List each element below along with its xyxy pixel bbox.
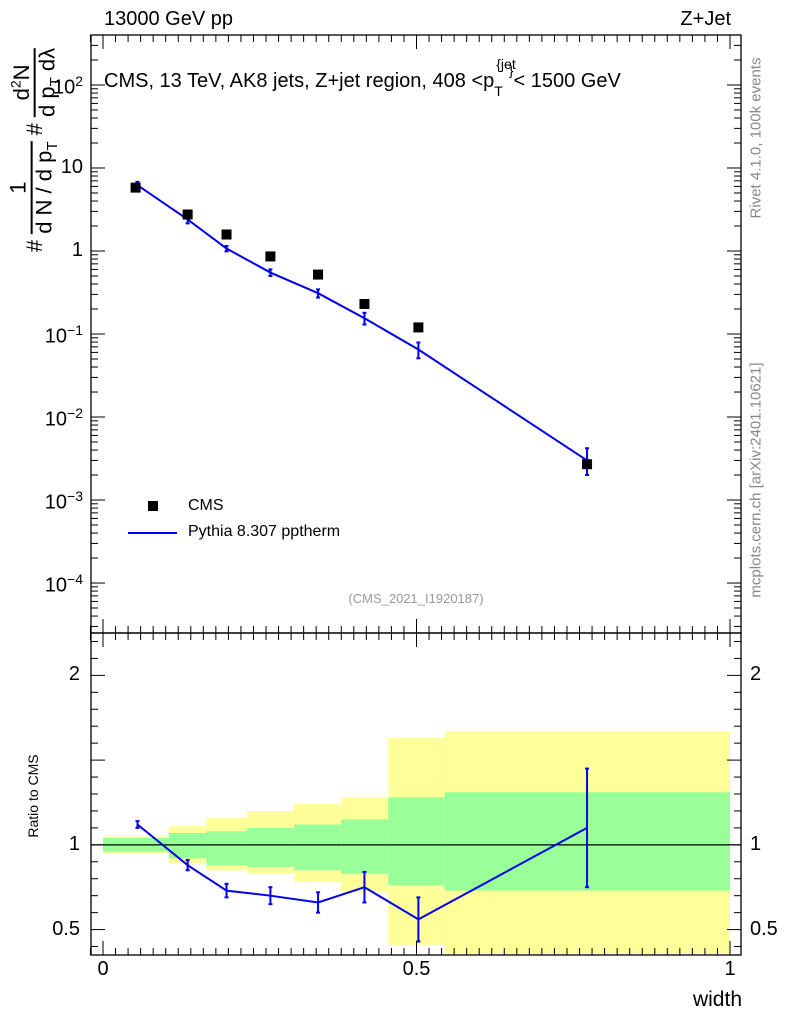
green-band-bin [206, 831, 248, 866]
ratio-y-tick-label-right: 1 [750, 832, 762, 855]
legend [128, 501, 177, 534]
ratio-y-tick-label-left: 0.5 [52, 917, 80, 940]
header-left: 13000 GeV pp [104, 8, 233, 30]
ratio-y-tick-label-right: 0.5 [750, 917, 778, 940]
x-tick-label: 1 [724, 958, 736, 980]
top-frame [90, 34, 742, 634]
y-tick-label-base: 10 [44, 574, 68, 597]
cms-data-point [313, 269, 324, 280]
y-tick-label: 102 [53, 73, 83, 100]
y-tick-label-base: 1 [71, 238, 83, 261]
top-panel-ticks [89, 34, 741, 633]
top-panel-frame [90, 34, 742, 634]
green-band-bin [247, 827, 295, 867]
green-band-bin [341, 819, 389, 874]
ratio-line [136, 823, 588, 921]
cms-data-point [182, 209, 193, 220]
cms-data-point [130, 182, 141, 193]
ratio-panel-ticks [89, 633, 741, 955]
ratio-y-tick-label-left: 1 [68, 832, 80, 855]
y-tick-label-exp: −3 [67, 488, 83, 505]
pythia-line [136, 184, 588, 462]
rivet-version-label: Rivet 4.1.0, 100k events [747, 57, 765, 219]
y-tick-label-exp: −2 [67, 405, 83, 421]
cms-data-point [221, 229, 232, 240]
mcplots-label: mcplots.cern.ch [arXiv:2401.10621] [747, 362, 765, 598]
y-tick-label: 10−3 [45, 488, 83, 515]
y-tick-label-exp: 2 [75, 72, 83, 89]
ratio-y-axis-title: Ratio to CMS [25, 754, 41, 838]
y-tick-label-exp: −4 [67, 571, 83, 588]
y-tick-label: 10−2 [45, 405, 83, 432]
cms-data-point [582, 459, 593, 470]
y-tick-label: 1 [72, 239, 83, 262]
ratio-y-tick-label-left: 2 [68, 663, 80, 686]
header-right: Z+Jet [680, 8, 731, 30]
cms-data-point [359, 298, 370, 309]
legend-cms-label: CMS [188, 497, 224, 514]
analysis-annotation: (CMS_2021_I1920187) [348, 591, 484, 606]
ratio-y-tick-label-right: 2 [750, 663, 762, 686]
green-band-bin [388, 797, 445, 886]
green-band-bin [294, 824, 342, 871]
y-tick-label-base: 10 [60, 155, 83, 178]
cms-data-point [265, 251, 276, 262]
legend-cms-marker [148, 501, 158, 511]
y-tick-label: 10−4 [45, 571, 83, 598]
top-panel-data [130, 180, 593, 477]
y-tick-label-base: 10 [44, 325, 68, 348]
legend-pythia-label: Pythia 8.307 pptherm [188, 523, 341, 540]
plot-title: CMS, 13 TeV, AK8 jets, Z+jet region, 408… [104, 56, 621, 99]
x-tick-label: 0 [97, 958, 109, 980]
y-tick-label-base: 10 [52, 76, 76, 99]
ratio-uncertainty-bands [103, 731, 730, 954]
y-tick-label-base: 10 [44, 491, 68, 514]
y-tick-label: 10−1 [45, 322, 83, 349]
y-tick-label: 10 [61, 156, 83, 179]
y-tick-label-exp: −1 [67, 322, 83, 338]
x-tick-label: 0.5 [402, 958, 431, 980]
y-tick-label-base: 10 [44, 408, 68, 431]
ratio-panel-data [135, 767, 590, 943]
x-axis-title: width [692, 988, 742, 1011]
cms-data-point [413, 322, 424, 333]
